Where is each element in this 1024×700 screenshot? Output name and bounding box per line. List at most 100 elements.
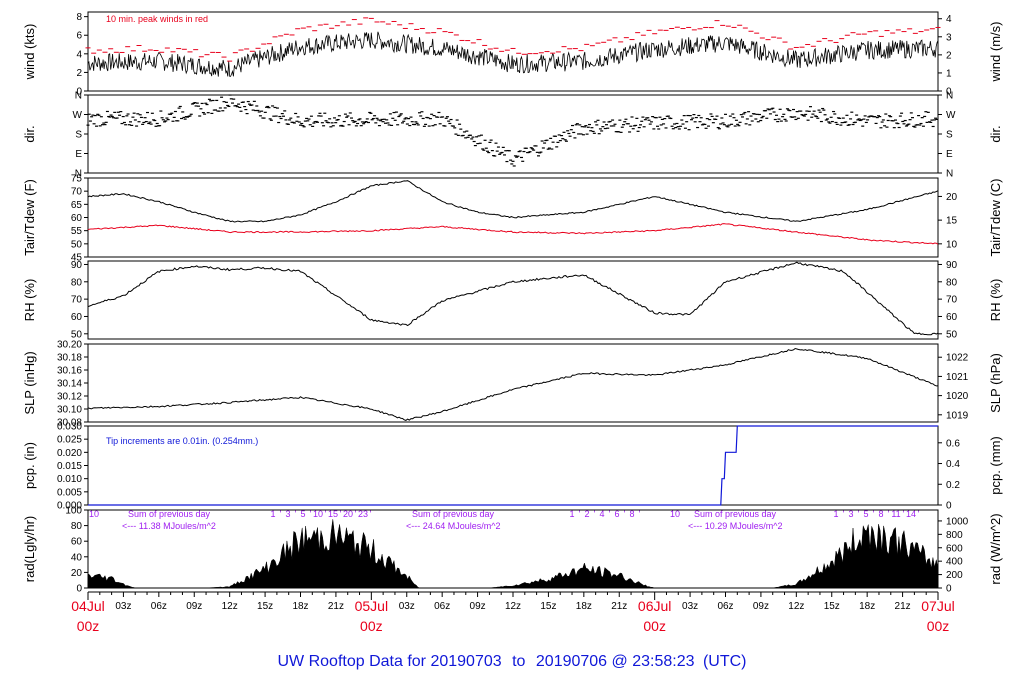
dir-right-tick-label: W [946, 110, 956, 121]
hour-label: 09z [186, 601, 202, 612]
pcp-left-tick-label: 0.000 [57, 501, 82, 512]
rad-left-tick-label: 100 [65, 506, 82, 517]
hour-mark: ' [639, 509, 641, 519]
wind-left-tick-label: 4 [76, 49, 82, 60]
hour-mark: 5 [300, 509, 305, 519]
wind-left-tick-label: 6 [76, 31, 82, 42]
pcp-right-tick-label: 0.6 [946, 438, 960, 449]
pcp-panel: pcp. (in) pcp. (mm) 0.000 0.005 0.010 0.015 0.… [22, 422, 1003, 512]
pcp-right-tick-label: 0 [946, 501, 952, 512]
slp-left-tick-label: 30.14 [57, 379, 82, 390]
rh-left-tick-label: 70 [71, 295, 83, 306]
wind-right-tick-label: 0 [946, 87, 952, 98]
hour-mark: ' [609, 509, 611, 519]
hour-mark: 8 [878, 509, 883, 519]
hour-label: 12z [505, 601, 521, 612]
pcp-right-tick-label: 0.2 [946, 480, 960, 491]
pcp-left-tick-label: 0.025 [57, 435, 82, 446]
slp-series-0 [87, 347, 938, 421]
slp-left-tick-label: 30.12 [57, 392, 82, 403]
day-sum-title: Sum of previous day [412, 509, 495, 519]
dir-left-tick-label: N [75, 169, 82, 180]
rad-right-tick-label: 400 [946, 557, 963, 568]
hour-mark-mid: 10 [670, 509, 680, 519]
rh-right-tick-label: 70 [946, 295, 958, 306]
rad-right-tick-label: 600 [946, 543, 963, 554]
rad-left-tick-label: 80 [71, 521, 83, 532]
hour-mark: ' [280, 509, 282, 519]
dir-left-tick-label: W [73, 110, 83, 121]
dir-right-tick-label: E [946, 149, 953, 160]
time-axis: 03z 06z 09z 12z 15z 18z 21z 03z 06z 09z 12z 15z 18z 2… [71, 591, 955, 634]
pcp-left-tick-label: 0.010 [57, 474, 82, 485]
temp-series-0 [87, 180, 939, 223]
day-hour-label: 00z [927, 618, 950, 634]
rad-left-tick-label: 20 [71, 568, 83, 579]
footer-start-date: 20190703 [430, 653, 501, 670]
hour-mark: ' [903, 509, 905, 519]
slp-ylabel-left: SLP (inHg) [22, 351, 37, 414]
footer-timezone: (UTC) [703, 653, 747, 670]
rad-ylabel-left: rad(Lgly/hr) [22, 516, 37, 582]
footer-prefix: UW Rooftop Data for [278, 653, 427, 670]
hour-mark: 20 [343, 509, 353, 519]
slp-ylabel-right: SLP (hPa) [988, 353, 1003, 413]
hour-mark: ' [594, 509, 596, 519]
pcp-annotation: Tip increments are 0.01in. (0.254mm.) [106, 436, 258, 446]
temp-left-tick-label: 65 [71, 200, 83, 211]
hour-mark: 1 [569, 509, 574, 519]
temp-ylabel-right: Tair/Tdew (C) [988, 178, 1003, 256]
hour-mark: ' [858, 509, 860, 519]
hour-label: 18z [576, 601, 592, 612]
rad-right-tick-label: 200 [946, 570, 963, 581]
pcp-ylabel-left: pcp. (in) [22, 442, 37, 489]
hour-label: 06z [717, 601, 733, 612]
dir-series-0 [86, 94, 939, 167]
temp-right-tick-label: 20 [946, 192, 958, 203]
hour-mark: 14 [906, 509, 916, 519]
hour-mark: 3 [848, 509, 853, 519]
hour-label: 12z [222, 601, 238, 612]
day-label: 07Jul [921, 598, 954, 614]
slp-right-tick-label: 1021 [946, 372, 969, 383]
hour-mark: 23 [358, 509, 368, 519]
dir-left-tick-label: S [75, 130, 82, 141]
slp-right-tick-label: 1022 [946, 353, 969, 364]
hour-label: 21z [328, 601, 344, 612]
pcp-right-tick-label: 0.4 [946, 459, 960, 470]
rad-right-tick-label: 1000 [946, 516, 969, 527]
pcp-left-tick-label: 0.030 [57, 422, 82, 433]
radiation-area [87, 519, 939, 589]
day-hour-label: 00z [360, 618, 383, 634]
hour-label: 18z [292, 601, 308, 612]
hour-mark: ' [325, 509, 327, 519]
hour-mark: 2 [584, 509, 589, 519]
temp-left-tick-label: 50 [71, 239, 83, 250]
rad-series-0 [87, 519, 939, 589]
slp-panel: SLP (inHg) SLP (hPa) 30.08 30.10 30.12 30.14 3… [22, 340, 1003, 429]
hour-label: 03z [399, 601, 415, 612]
wind-series-1 [85, 17, 941, 62]
wind-left-tick-label: 8 [76, 12, 82, 23]
hour-label: 09z [753, 601, 769, 612]
hour-mark: ' [310, 509, 312, 519]
hour-mark: ' [355, 509, 357, 519]
hour-label: 09z [470, 601, 486, 612]
slp-left-tick-label: 30.08 [57, 418, 82, 429]
hour-label: 06z [151, 601, 167, 612]
temp-left-tick-label: 55 [71, 226, 83, 237]
rad-right-tick-label: 0 [946, 584, 952, 595]
dir-ylabel-left: dir. [22, 125, 37, 142]
hour-mark: ' [295, 509, 297, 519]
footer-title: UW Rooftop Data for 20190703 to 20190706… [278, 653, 747, 670]
hour-label: 15z [540, 601, 556, 612]
dir-right-tick-label: S [946, 130, 953, 141]
wind-ylabel-left: wind (kts) [22, 24, 37, 81]
pcp-series-0 [88, 425, 938, 506]
slp-left-tick-label: 30.18 [57, 353, 82, 364]
hour-mark-start: 10 [89, 509, 99, 519]
footer-end-date: 20190706 [536, 653, 607, 670]
slp-line [87, 347, 938, 421]
